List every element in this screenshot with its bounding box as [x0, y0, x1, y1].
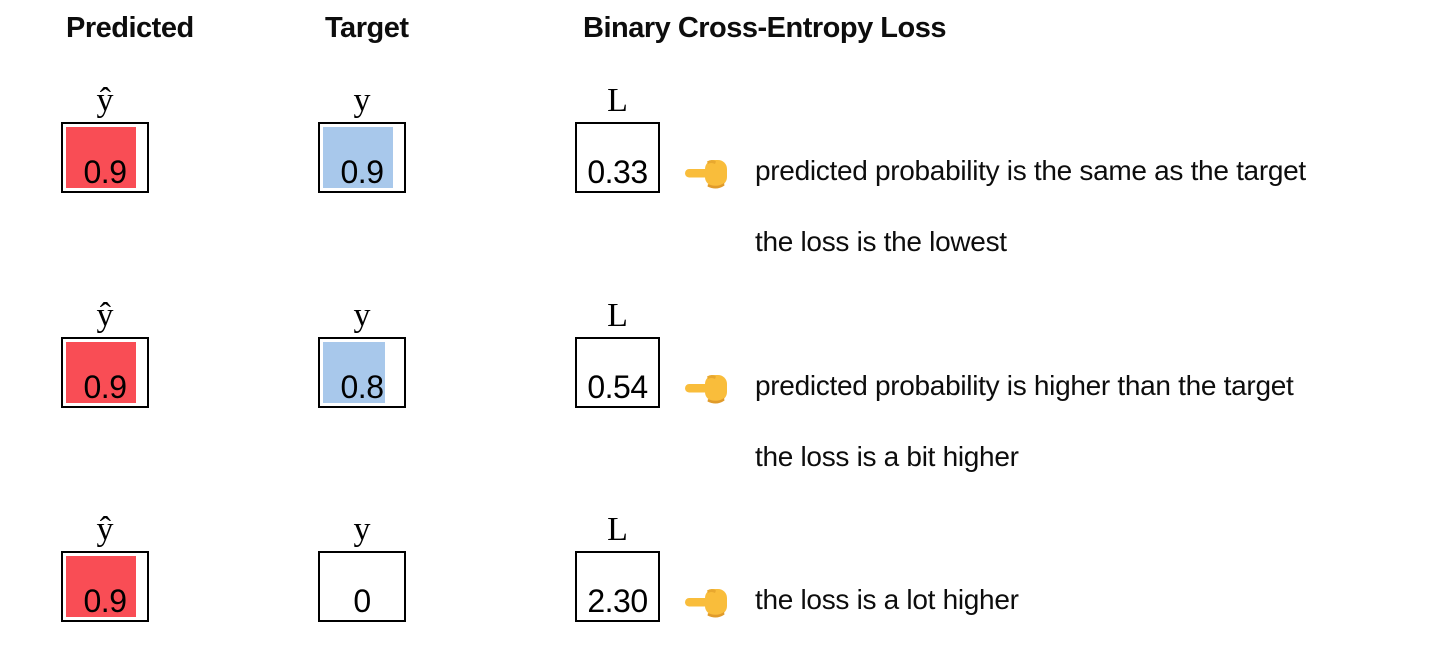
predicted-symbol: ŷ — [96, 511, 114, 548]
target-value: 0.8 — [340, 369, 384, 405]
predicted-fill-bar — [66, 556, 137, 617]
predicted-probability-box: 0.9 — [61, 551, 149, 622]
header-loss: Binary Cross-Entropy Loss — [583, 12, 946, 44]
header-target: Target — [325, 12, 409, 44]
header-predicted: Predicted — [66, 12, 194, 44]
loss-value-box: 0.33 — [575, 122, 660, 193]
target-value-box: 0.9 — [318, 122, 406, 193]
predicted-fill-bar — [66, 127, 137, 188]
loss-symbol: L — [607, 297, 628, 334]
loss-symbol: L — [607, 82, 628, 119]
target-value-box: 0 — [318, 551, 406, 622]
pointing-left-hand-icon — [685, 375, 727, 404]
pointing-left-hand-icon — [685, 160, 727, 189]
loss-value-box: 2.30 — [575, 551, 660, 622]
target-symbol: y — [353, 511, 371, 548]
target-fill-track — [323, 127, 401, 188]
target-fill-bar — [323, 342, 386, 403]
predicted-value: 0.9 — [83, 369, 127, 405]
target-symbol: y — [353, 297, 371, 334]
predicted-probability-box: 0.9 — [61, 122, 149, 193]
predicted-probability-box: 0.9 — [61, 337, 149, 408]
example-row-3: ŷ y L 0.9 0 2.30 the loss is a lot highe… — [0, 511, 1456, 645]
predicted-fill-track — [66, 556, 144, 617]
target-value-box: 0.8 — [318, 337, 406, 408]
target-fill-track — [323, 342, 401, 403]
predicted-fill-track — [66, 127, 144, 188]
target-fill-bar — [323, 127, 394, 188]
target-value: 0.9 — [340, 154, 384, 190]
annotation-line-1: predicted probability is higher than the… — [755, 370, 1294, 401]
annotation-line-2: the loss is a bit higher — [755, 441, 1019, 472]
loss-value: 0.33 — [587, 154, 648, 190]
pointing-left-hand-icon — [685, 589, 727, 618]
target-symbol: y — [353, 82, 371, 119]
annotation-line-1: the loss is a lot higher — [755, 584, 1019, 615]
predicted-fill-track — [66, 342, 144, 403]
predicted-symbol: ŷ — [96, 82, 114, 119]
loss-symbol: L — [607, 511, 628, 548]
loss-value: 0.54 — [587, 369, 648, 405]
loss-value-box: 0.54 — [575, 337, 660, 408]
loss-value: 2.30 — [587, 583, 648, 619]
predicted-symbol: ŷ — [96, 297, 114, 334]
annotation-line-2: the loss is the lowest — [755, 226, 1007, 257]
predicted-value: 0.9 — [83, 583, 127, 619]
example-row-1: ŷ y L 0.9 0.9 0.33 predicted probability… — [0, 82, 1456, 267]
predicted-value: 0.9 — [83, 154, 127, 190]
example-row-2: ŷ y L 0.9 0.8 0.54 predicted probability… — [0, 297, 1456, 482]
target-value: 0 — [353, 583, 371, 619]
annotation-line-1: predicted probability is the same as the… — [755, 155, 1306, 186]
predicted-fill-bar — [66, 342, 137, 403]
